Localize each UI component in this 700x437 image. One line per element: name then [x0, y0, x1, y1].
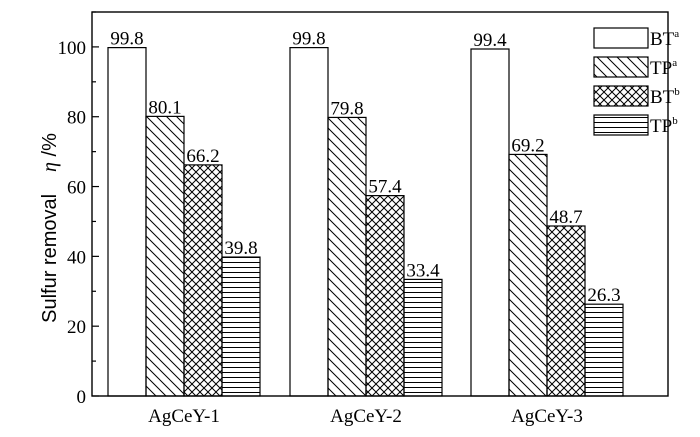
legend-swatch	[593, 85, 649, 107]
bar-agcey-3-series-4	[584, 303, 624, 397]
legend: BTa TPa BTb TPb	[593, 27, 680, 137]
legend-label: BTb	[650, 86, 680, 108]
data-label: 33.4	[406, 260, 440, 281]
bar-agcey-3-series-3	[546, 225, 586, 397]
legend-swatch	[593, 27, 649, 49]
y-tick-label: 80	[67, 108, 86, 129]
data-label: 99.8	[110, 29, 143, 50]
plot-area: 99.8 80.1 66.2 39.8 99.8 79.8 57.4 33.4 99.4 69.2…	[91, 11, 669, 397]
x-tick-label: AgCeY-2	[330, 406, 402, 427]
data-label: 99.4	[473, 30, 507, 51]
data-label: 79.8	[330, 98, 363, 119]
data-label: 69.2	[511, 135, 544, 156]
bar-agcey-3-series-2	[508, 153, 548, 397]
plot-frame	[91, 11, 669, 397]
data-label: 57.4	[368, 177, 402, 198]
y-axis: 0 20 40 60 80 100	[58, 11, 99, 408]
y-tick-label: 100	[58, 38, 87, 59]
legend-swatch	[593, 56, 649, 78]
bar-agcey-2-series-2	[327, 116, 367, 397]
bar-agcey-2-series-4	[403, 278, 443, 397]
y-tick-label: 60	[67, 178, 86, 199]
data-label: 66.2	[186, 146, 219, 167]
legend-label: TPb	[650, 115, 678, 137]
y-tick-label: 20	[67, 317, 86, 338]
y-axis-title: Sulfur removalη /%	[39, 133, 61, 323]
x-axis: AgCeY-1 AgCeY-2 AgCeY-3	[148, 390, 583, 427]
y-tick-label: 0	[77, 387, 87, 408]
data-label: 48.7	[549, 207, 582, 228]
data-label: 26.3	[587, 285, 620, 306]
bar-agcey-1-series-4	[221, 256, 261, 397]
bar-agcey-3-series-1	[470, 48, 510, 397]
bar-agcey-2-series-1	[289, 47, 329, 397]
bar-agcey-1-series-1	[107, 47, 147, 397]
y-tick-label: 40	[67, 247, 86, 268]
bar-agcey-1-series-3	[183, 164, 223, 397]
bar-agcey-1-series-2	[145, 115, 185, 397]
data-label: 80.1	[148, 97, 181, 118]
legend-label: BTa	[650, 28, 679, 50]
x-tick-label: AgCeY-3	[511, 406, 583, 427]
data-label: 39.8	[224, 238, 257, 259]
legend-label: TPa	[650, 57, 677, 79]
data-label: 99.8	[292, 29, 325, 50]
legend-swatch	[593, 114, 649, 136]
bar-agcey-2-series-3	[365, 195, 405, 397]
x-tick-label: AgCeY-1	[148, 406, 220, 427]
